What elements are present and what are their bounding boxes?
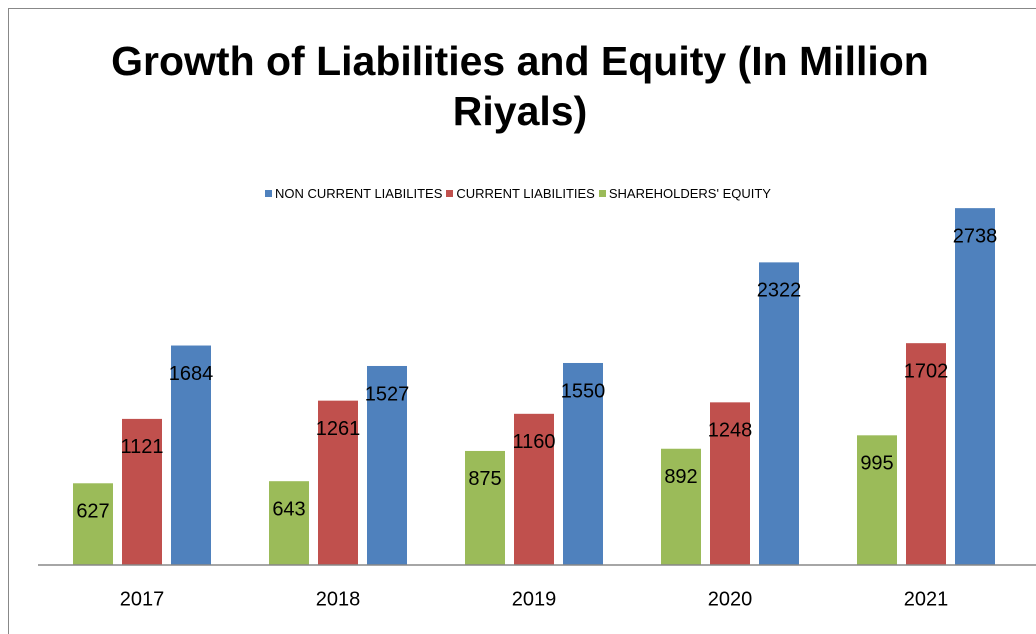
x-tick-label: 2018 bbox=[316, 588, 361, 610]
data-label: 627 bbox=[76, 501, 109, 523]
x-tick-label: 2021 bbox=[904, 588, 949, 610]
legend-item: NON CURRENT LIABILITES bbox=[265, 186, 442, 201]
x-tick-label: 2020 bbox=[708, 588, 753, 610]
bar bbox=[269, 481, 309, 565]
bar bbox=[122, 418, 162, 565]
chart-frame bbox=[8, 8, 1036, 634]
legend-item: SHAREHOLDERS' EQUITY bbox=[598, 186, 771, 201]
data-label: 2322 bbox=[757, 280, 802, 302]
bar bbox=[171, 345, 211, 565]
bar bbox=[563, 362, 603, 565]
legend-swatch bbox=[598, 190, 606, 197]
bar bbox=[318, 400, 358, 565]
x-tick-label: 2017 bbox=[120, 588, 165, 610]
bar bbox=[906, 343, 946, 565]
bar bbox=[710, 402, 750, 565]
data-label: 1527 bbox=[365, 383, 410, 405]
bar bbox=[514, 413, 554, 565]
legend: NON CURRENT LIABILITES CURRENT LIABILITIE… bbox=[0, 186, 1036, 201]
data-label: 1550 bbox=[561, 380, 606, 402]
data-label: 643 bbox=[272, 498, 305, 520]
data-label: 995 bbox=[860, 453, 893, 475]
legend-swatch bbox=[446, 190, 454, 197]
legend-label: CURRENT LIABILITIES bbox=[456, 186, 595, 201]
legend-item: CURRENT LIABILITIES bbox=[446, 186, 595, 201]
x-tick-label: 2019 bbox=[512, 588, 557, 610]
legend-label: NON CURRENT LIABILITES bbox=[275, 186, 443, 201]
data-label: 1261 bbox=[316, 418, 361, 440]
bar bbox=[73, 483, 113, 565]
bar bbox=[857, 435, 897, 565]
data-label: 1702 bbox=[904, 360, 949, 382]
bar bbox=[465, 450, 505, 565]
legend-swatch bbox=[265, 190, 273, 197]
data-label: 1248 bbox=[708, 420, 753, 442]
data-label: 892 bbox=[664, 466, 697, 488]
legend-label: SHAREHOLDERS' EQUITY bbox=[608, 186, 771, 201]
data-label: 2738 bbox=[953, 225, 998, 247]
chart-title: Growth of Liabilities and Equity (In Mil… bbox=[111, 38, 929, 134]
bar bbox=[955, 208, 995, 565]
bar bbox=[759, 262, 799, 565]
bar bbox=[367, 365, 407, 565]
data-label: 1121 bbox=[120, 436, 163, 458]
data-label: 1160 bbox=[512, 431, 555, 453]
data-label: 1684 bbox=[169, 363, 214, 385]
data-label: 875 bbox=[468, 468, 501, 490]
bar bbox=[661, 448, 701, 565]
